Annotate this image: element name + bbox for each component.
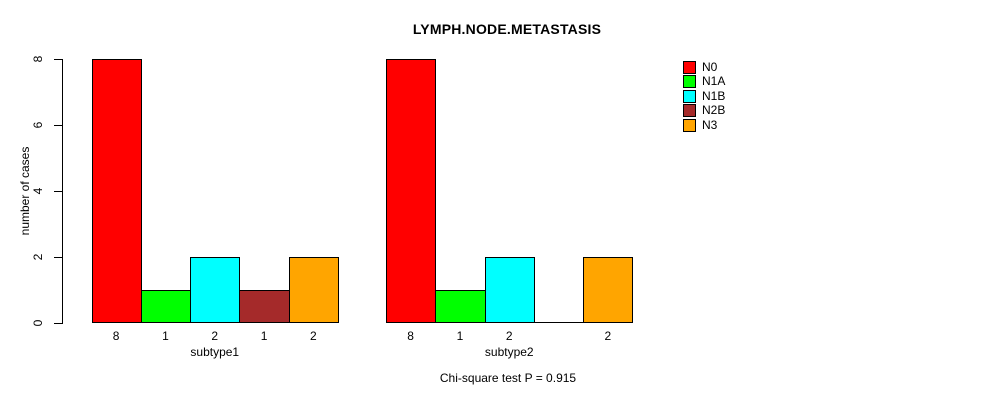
- y-tick-label: 4: [31, 187, 45, 195]
- y-tick-label: 8: [31, 55, 45, 63]
- y-tick-mark: [54, 323, 63, 324]
- legend-label-N0: N0: [702, 60, 718, 74]
- x-axis-label-subtype2: subtype2: [484, 345, 534, 359]
- chart-title: LYMPH.NODE.METASTASIS: [412, 21, 602, 37]
- bar-count-label: 1: [456, 329, 464, 343]
- legend-swatch-N2B: [683, 104, 696, 118]
- bar-subtype1-N2B: [239, 290, 290, 323]
- legend-swatch-N0: [683, 61, 696, 74]
- bar-subtype2-N3: [583, 257, 634, 323]
- y-tick-mark: [54, 125, 63, 126]
- y-axis-label: number of cases: [18, 146, 32, 236]
- bar-count-label: 1: [162, 329, 169, 343]
- y-tick-mark: [54, 59, 63, 60]
- chi-square-footnote: Chi-square test P = 0.915: [439, 371, 577, 385]
- legend-label-N1A: N1A: [702, 74, 726, 89]
- y-tick-label: 2: [31, 253, 45, 261]
- bar-count-label: 2: [310, 329, 317, 343]
- bar-subtype1-N3: [288, 257, 339, 323]
- legend-label-N3: N3: [702, 117, 718, 132]
- bar-subtype1-N1B: [190, 257, 241, 323]
- legend-label-N1B: N1B: [702, 88, 726, 103]
- bar-count-label: 8: [112, 329, 120, 343]
- bar-count-label: 2: [505, 329, 513, 343]
- legend-swatch-N3: [683, 118, 696, 132]
- bar-count-label: 2: [211, 329, 219, 343]
- bar-subtype2-N1A: [435, 290, 486, 323]
- bar-count-label: 2: [604, 329, 612, 343]
- y-tick-label: 6: [31, 121, 45, 129]
- y-tick-mark: [54, 257, 63, 258]
- x-axis-label-subtype1: subtype1: [190, 345, 240, 359]
- bar-count-label: 8: [407, 329, 414, 343]
- bar-subtype1-N0: [91, 59, 142, 323]
- legend-swatch-N1A: [683, 75, 696, 89]
- bar-subtype2-N0: [386, 59, 437, 323]
- bar-count-label: 1: [260, 329, 268, 343]
- legend-label-N2B: N2B: [702, 103, 726, 118]
- y-tick-mark: [54, 191, 63, 192]
- bar-subtype1-N1A: [140, 290, 192, 323]
- bar-subtype2-N1B: [484, 257, 535, 323]
- y-tick-label: 0: [31, 319, 45, 327]
- legend-swatch-N1B: [683, 89, 696, 103]
- bar-subtype2-N2B: [533, 322, 585, 323]
